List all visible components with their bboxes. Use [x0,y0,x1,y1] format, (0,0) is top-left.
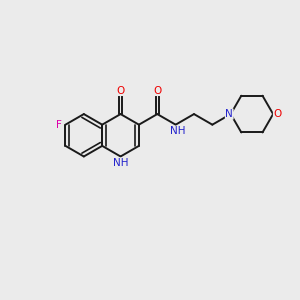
Text: NH: NH [170,126,186,136]
Text: O: O [116,85,125,95]
Text: O: O [273,109,282,119]
Text: O: O [153,85,161,95]
Text: NH: NH [113,158,128,168]
Text: N: N [225,109,233,119]
Text: F: F [56,120,62,130]
